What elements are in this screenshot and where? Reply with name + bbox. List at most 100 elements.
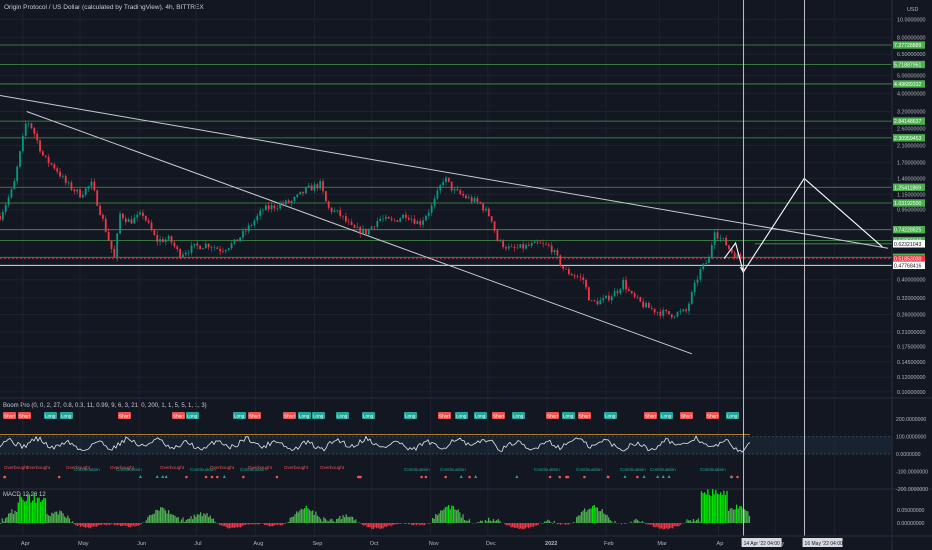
candle-body [693, 282, 696, 293]
candle-body [705, 262, 707, 264]
candle-body [173, 242, 176, 247]
macd-bar [289, 517, 291, 523]
macd-bar [344, 517, 346, 523]
candle-body [665, 310, 667, 312]
candle-body [270, 205, 273, 210]
macd-bar [17, 502, 19, 523]
macd-bar [451, 505, 453, 523]
macd-bar [315, 511, 317, 523]
candle-body [307, 185, 310, 188]
tag-label: Short [681, 414, 693, 419]
macd-bar [76, 523, 79, 526]
macd-bar [155, 509, 157, 523]
macd-bar [374, 523, 376, 528]
candle-body [510, 246, 513, 248]
candle-body [422, 220, 424, 225]
signal-triangle [661, 475, 665, 478]
macd-bar [457, 509, 459, 523]
candle-body [676, 312, 679, 317]
overbought-label: Overbought [284, 465, 309, 470]
candle-body [344, 216, 347, 222]
macd-bar [57, 514, 59, 523]
macd-bar [201, 516, 203, 523]
candle-body [304, 187, 307, 194]
candle-body [359, 226, 362, 234]
tag-label: Short [493, 414, 505, 419]
macd-bar [548, 520, 551, 523]
macd-bar [116, 523, 119, 526]
macd-bar [70, 522, 72, 523]
macd-bar [211, 518, 213, 523]
signal-dot [57, 475, 61, 479]
candle-body [668, 311, 670, 315]
candle-body [182, 254, 184, 258]
short-tag: Short [118, 412, 131, 419]
candle-body [127, 219, 130, 222]
candle-body [302, 191, 304, 194]
short-tag: Short [706, 412, 719, 419]
candle-body [79, 189, 81, 198]
candle-body [445, 177, 447, 183]
macd-bar [528, 523, 530, 529]
price-tick-label: 0.17500000 [897, 345, 925, 351]
macd-bar [512, 523, 514, 528]
candle-body [462, 193, 465, 196]
candle-body [382, 218, 384, 220]
candle-body [99, 205, 101, 215]
long-tag: Long [44, 412, 57, 419]
price-level-badge: 4.49689332 [893, 80, 925, 88]
candle-body [562, 265, 565, 270]
macd-bar [316, 515, 319, 523]
candle-body [436, 190, 439, 199]
macd-bar [432, 517, 434, 523]
candle-body [730, 248, 733, 253]
macd-bar [187, 518, 189, 523]
badge-label: 0.62321043 [894, 242, 922, 248]
candle-body [582, 277, 585, 280]
price-tick-label: 1.15000000 [897, 192, 925, 198]
macd-bar [713, 494, 715, 523]
candle-body [61, 176, 64, 177]
macd-bar [576, 517, 578, 523]
macd-bar [592, 506, 594, 523]
macd-bar [408, 523, 410, 525]
candle-body [639, 297, 642, 302]
candle-body [67, 182, 70, 184]
price-tick-label: 0.12000000 [897, 375, 925, 381]
macd-bar [308, 509, 311, 523]
macd-bar [310, 511, 312, 523]
macd-bar [49, 516, 51, 523]
time-label: Oct [370, 541, 379, 547]
macd-bar [270, 523, 272, 527]
macd-bar [92, 523, 95, 527]
candle-body [44, 155, 47, 157]
macd-bar [238, 523, 240, 528]
macd-bar [35, 502, 37, 523]
macd-bar [136, 523, 138, 526]
candle-body [442, 182, 444, 186]
candle-body [473, 198, 476, 202]
candle-body [193, 243, 196, 246]
tag-bg [546, 412, 559, 419]
macd-bar [297, 512, 299, 523]
macd-bar [454, 509, 456, 523]
time-label: Apr [21, 541, 30, 547]
candle-body [224, 250, 227, 252]
price-tick-label: 0.40000000 [897, 278, 925, 284]
macd-bar [596, 507, 599, 523]
tag-bg [578, 412, 591, 419]
candle-body [296, 194, 299, 198]
signal-triangle [515, 475, 519, 478]
macd-bar [580, 511, 583, 523]
macd-bar [4, 518, 7, 523]
macd-bar [275, 523, 277, 525]
candle-body [287, 200, 290, 203]
time-label: Jun [137, 541, 146, 547]
long-tag: Long [298, 412, 311, 419]
candle-body [222, 251, 224, 252]
macd-bar [148, 515, 151, 523]
macd-bar [497, 519, 499, 523]
macd-bar [20, 497, 23, 523]
macd-bar [179, 522, 181, 523]
